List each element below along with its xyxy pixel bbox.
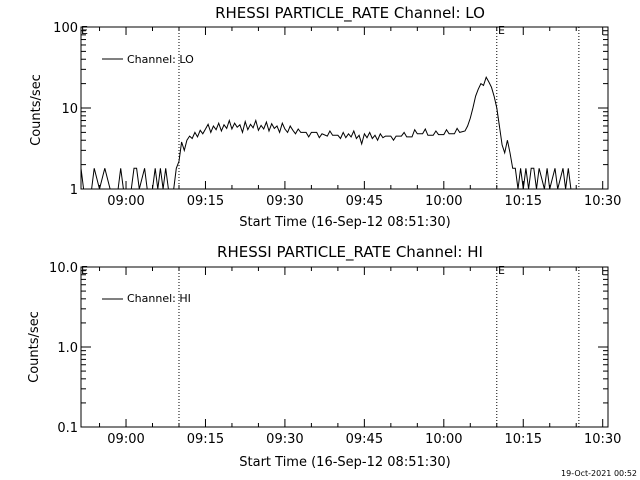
hi-channel-panel: RHESSI PARTICLE_RATE Channel: HI Counts/… [27, 243, 621, 470]
x-tick-label: 09:30 [266, 194, 303, 209]
x-tick-label: 09:45 [346, 194, 383, 209]
x-tick-label: 09:30 [266, 432, 303, 447]
plot-frame [80, 26, 609, 190]
x-tick-label: 09:15 [187, 194, 224, 209]
hi-y-axis-label: Counts/sec [27, 311, 42, 383]
y-tick-label: 0.1 [57, 421, 78, 436]
x-tick-label: 10:00 [425, 432, 462, 447]
x-tick-label: 10:15 [505, 194, 542, 209]
hi-x-axis-label: Start Time (16-Sep-12 08:51:30) [239, 455, 450, 470]
x-tick-label: 09:00 [107, 432, 144, 447]
x-tick-label: 10:00 [425, 194, 462, 209]
x-tick-label: 10:30 [584, 432, 621, 447]
y-tick-label: 1 [70, 183, 78, 198]
series-line [80, 75, 577, 190]
y-tick-label: 1.0 [57, 341, 78, 356]
lo-x-axis-label: Start Time (16-Sep-12 08:51:30) [239, 215, 450, 230]
y-tick-label: 10.0 [49, 261, 78, 276]
x-tick-label: 10:30 [584, 194, 621, 209]
lo-y-axis-label: Counts/sec [29, 74, 44, 146]
generation-timestamp: 19-Oct-2021 00:52 [561, 469, 637, 478]
lo-channel-panel: RHESSI PARTICLE_RATE Channel: LO Counts/… [29, 4, 621, 230]
hi-legend-label: Channel: HI [127, 292, 191, 305]
x-tick-label: 09:00 [107, 194, 144, 209]
y-tick-label: 10 [61, 102, 78, 117]
lo-chart-title: RHESSI PARTICLE_RATE Channel: LO [215, 4, 485, 23]
hi-chart-title: RHESSI PARTICLE_RATE Channel: HI [217, 243, 483, 262]
lo-e-marker: E [498, 24, 505, 37]
hi-e-marker: E [498, 264, 505, 277]
y-tick-label: 100 [53, 21, 78, 36]
plot-frame [80, 266, 609, 428]
x-tick-label: 10:15 [505, 432, 542, 447]
x-tick-label: 09:15 [187, 432, 224, 447]
x-tick-label: 09:45 [346, 432, 383, 447]
lo-legend-label: Channel: LO [127, 53, 194, 66]
